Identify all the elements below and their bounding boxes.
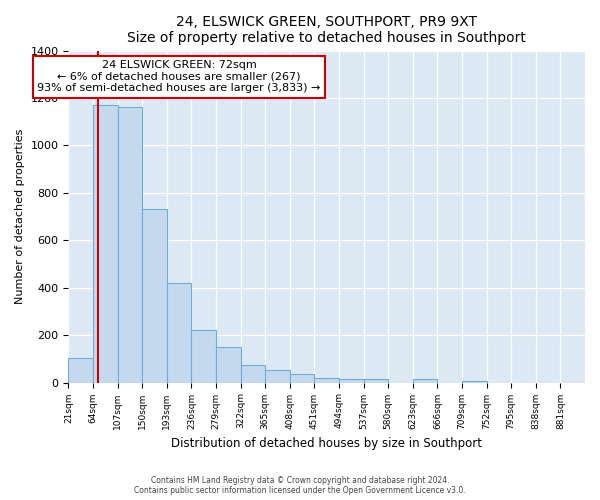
Bar <box>167 283 191 382</box>
X-axis label: Distribution of detached houses by size in Southport: Distribution of detached houses by size … <box>171 437 482 450</box>
Bar <box>241 365 265 382</box>
Bar <box>413 379 437 382</box>
Bar <box>265 370 290 382</box>
Bar <box>364 379 388 382</box>
Bar <box>118 108 142 382</box>
Bar <box>339 379 364 382</box>
Bar <box>191 330 216 382</box>
Title: 24, ELSWICK GREEN, SOUTHPORT, PR9 9XT
Size of property relative to detached hous: 24, ELSWICK GREEN, SOUTHPORT, PR9 9XT Si… <box>127 15 526 45</box>
Bar <box>314 378 339 382</box>
Text: Contains HM Land Registry data © Crown copyright and database right 2024.
Contai: Contains HM Land Registry data © Crown c… <box>134 476 466 495</box>
Y-axis label: Number of detached properties: Number of detached properties <box>15 129 25 304</box>
Bar <box>68 358 93 382</box>
Bar <box>93 105 118 382</box>
Text: 24 ELSWICK GREEN: 72sqm
← 6% of detached houses are smaller (267)
93% of semi-de: 24 ELSWICK GREEN: 72sqm ← 6% of detached… <box>37 60 321 93</box>
Bar <box>216 347 241 382</box>
Bar <box>142 210 167 382</box>
Bar <box>290 374 314 382</box>
